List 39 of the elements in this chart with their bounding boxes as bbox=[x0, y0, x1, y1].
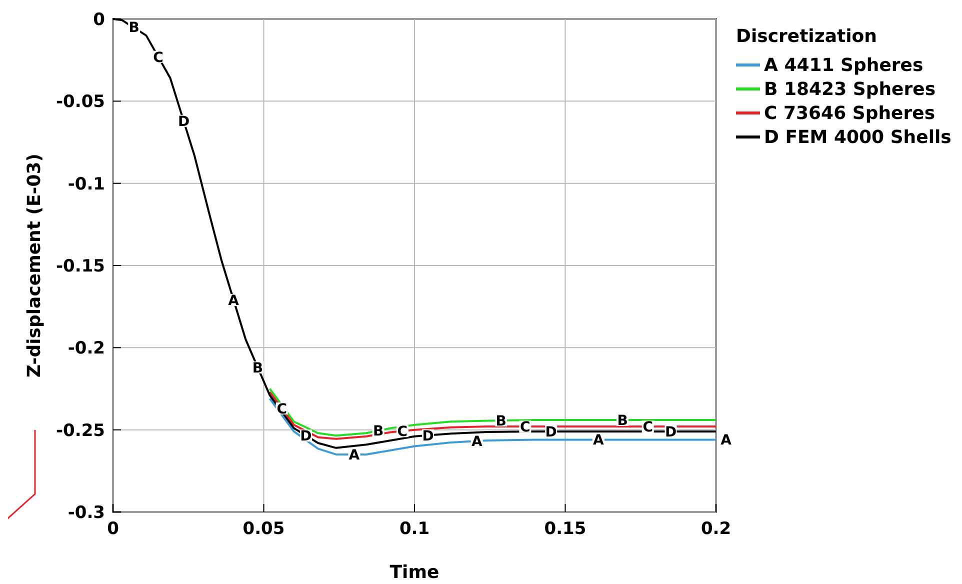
annotation: D bbox=[664, 424, 677, 440]
y-tick-label: -0.3 bbox=[68, 503, 105, 523]
annotation: B bbox=[128, 20, 140, 36]
annotation: A bbox=[720, 432, 732, 449]
legend-label: D FEM 4000 Shells bbox=[764, 127, 952, 148]
y-tick-label: -0.15 bbox=[56, 256, 105, 276]
x-tick-label: 0 bbox=[107, 519, 120, 539]
x-tick-label: 0.15 bbox=[544, 519, 586, 539]
annotation: B bbox=[617, 412, 628, 429]
x-axis-title: Time bbox=[390, 562, 440, 583]
y-tick-label: -0.2 bbox=[68, 338, 105, 359]
annotation: C bbox=[642, 420, 653, 436]
annotation: A bbox=[471, 434, 482, 450]
annotation: C bbox=[276, 401, 287, 418]
annotation: D bbox=[300, 428, 312, 445]
legend-title: Discretization bbox=[736, 26, 877, 47]
y-axis-title: Z-displacement (E-03) bbox=[24, 154, 45, 378]
x-tick-label: 0.1 bbox=[399, 519, 430, 539]
y-tick-label: -0.1 bbox=[68, 174, 105, 194]
annotation: D bbox=[545, 424, 557, 440]
annotation: C bbox=[153, 50, 164, 66]
x-tick-label: 0.2 bbox=[700, 519, 732, 539]
annotation: B bbox=[496, 413, 506, 430]
legend-label: C 73646 Spheres bbox=[764, 103, 936, 124]
annotation: B bbox=[372, 424, 384, 440]
y-tick-label: -0.05 bbox=[56, 92, 105, 112]
annotation: A bbox=[592, 432, 604, 449]
annotation: A bbox=[348, 447, 360, 464]
annotation: A bbox=[228, 293, 240, 310]
annotation: B bbox=[252, 360, 264, 376]
annotation: D bbox=[422, 428, 434, 444]
x-tick-label: 0.05 bbox=[242, 519, 285, 539]
annotation: C bbox=[397, 424, 408, 440]
annotation: D bbox=[178, 114, 190, 130]
annotation: C bbox=[520, 420, 530, 436]
y-tick-label: -0.25 bbox=[56, 420, 105, 441]
y-tick-label: 0 bbox=[93, 10, 106, 30]
legend-label: B 18423 Spheres bbox=[764, 79, 936, 100]
legend-label: A 4411 Spheres bbox=[764, 55, 924, 76]
